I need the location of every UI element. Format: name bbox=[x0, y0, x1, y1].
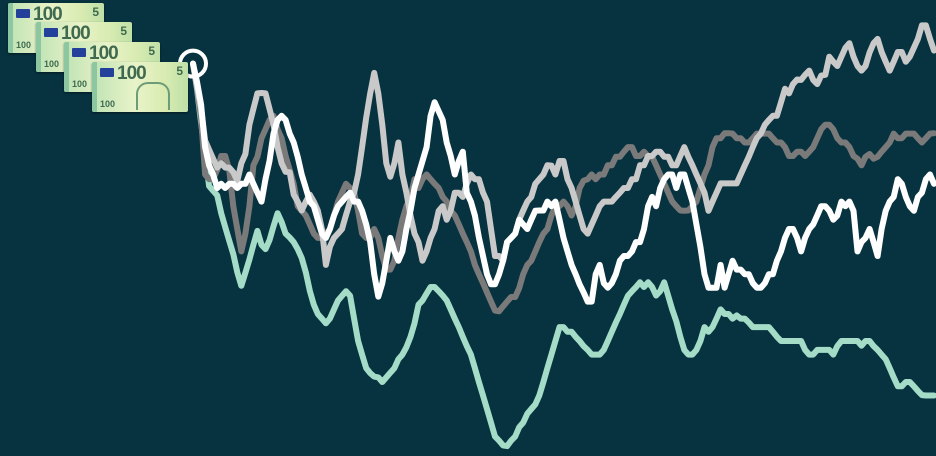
banknote-4: 100 100 5 bbox=[92, 62, 188, 112]
series-line-3 bbox=[190, 60, 936, 315]
series-line-1 bbox=[190, 60, 936, 305]
banknotes-icon: 100 100 5 100 100 5 100 100 5 100 100 5 bbox=[0, 0, 196, 116]
series-line-4 bbox=[190, 60, 936, 450]
